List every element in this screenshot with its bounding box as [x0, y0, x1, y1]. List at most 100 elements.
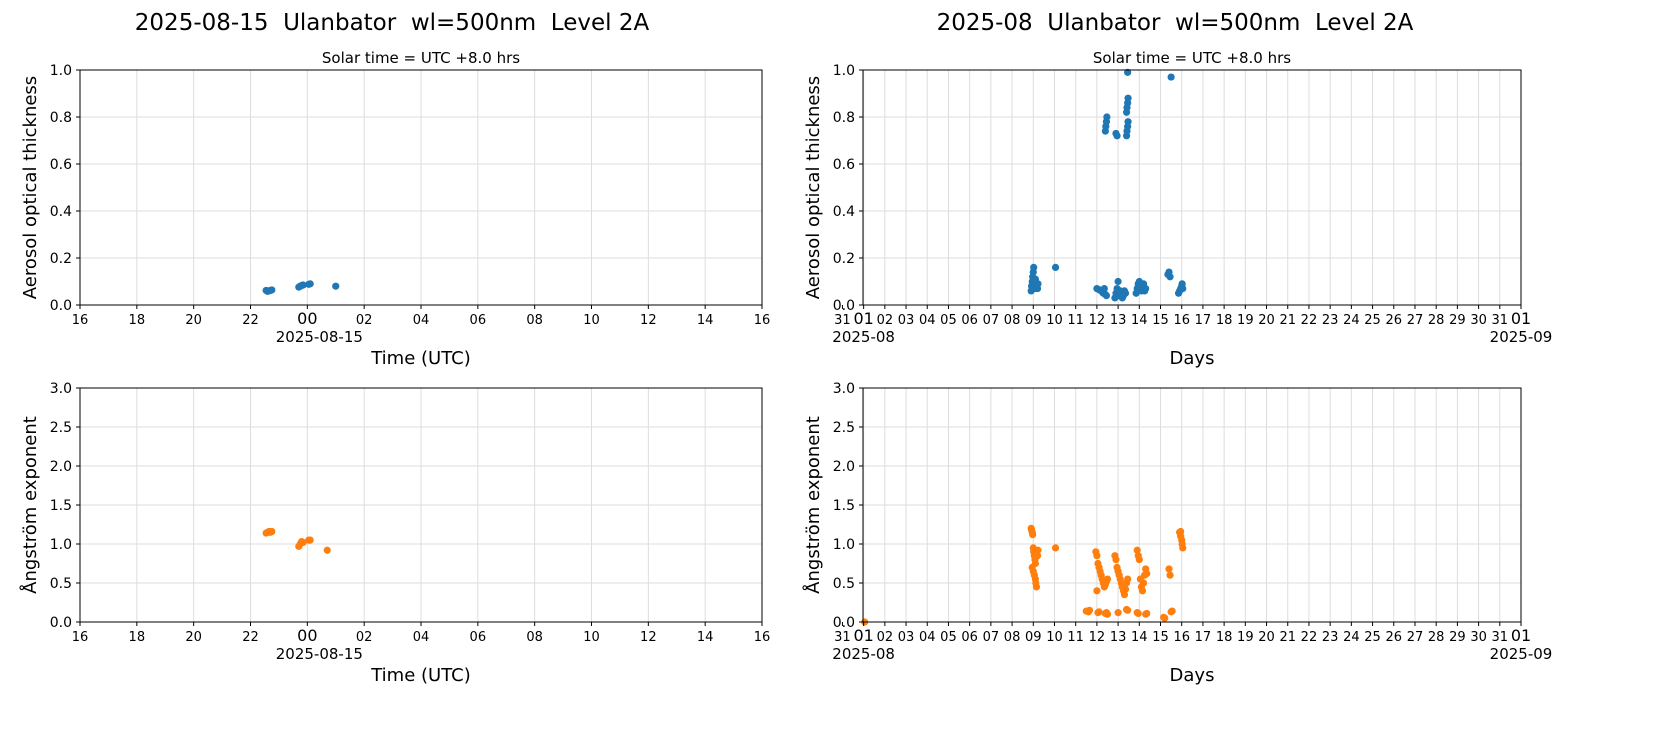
data-point: [1113, 132, 1121, 140]
data-point: [1034, 280, 1042, 288]
data-point: [1124, 606, 1132, 614]
x-tick-label: 08: [1004, 630, 1021, 645]
data-point: [1029, 531, 1037, 539]
x-tick-label: 12: [1089, 630, 1106, 645]
x-tick-label: 20: [1258, 630, 1275, 645]
right-panel-title: 2025-08 Ulanbator wl=500nm Level 2A: [936, 10, 1414, 36]
x-tick-label: 08: [526, 630, 543, 645]
data-point: [299, 538, 307, 547]
x-tick-label: 26: [1385, 313, 1402, 328]
data-point: [1051, 263, 1060, 271]
data-point: [1103, 610, 1112, 618]
x-tick-label: 07: [983, 313, 1000, 328]
x-tick-label: 09: [1025, 630, 1042, 645]
y-tick-label: 2.0: [50, 459, 72, 475]
data-point: [1103, 113, 1111, 121]
x-tick-label: 30: [1470, 313, 1487, 328]
x-tick-label: 06: [961, 313, 978, 328]
y-tick-label: 1.0: [833, 63, 855, 79]
y-tick-label: 2.5: [833, 420, 855, 436]
data-point: [1114, 277, 1122, 286]
x-tick-label: 18: [129, 313, 146, 328]
data-point: [1102, 292, 1111, 300]
data-point: [1165, 565, 1173, 573]
x-tick-label: 24: [1343, 630, 1360, 645]
x-tick-label: 22: [1301, 630, 1318, 645]
data-point: [323, 546, 331, 554]
x-tick-label: 31: [1492, 630, 1509, 645]
data-point: [1051, 544, 1060, 552]
x-axis-label: Time (UTC): [370, 665, 471, 686]
x-tick-label: 10: [583, 313, 600, 328]
x-tick-label: 23: [1322, 630, 1339, 645]
y-tick-label: 0.2: [833, 251, 855, 267]
data-point: [1161, 614, 1169, 622]
x-tick-label: 31: [1492, 313, 1509, 328]
data-point: [1114, 609, 1122, 617]
x-tick-label: 15: [1152, 630, 1169, 645]
x-tick-label: 05: [940, 630, 957, 645]
x-tick-label: 25: [1364, 630, 1381, 645]
x-tick-label: 03: [898, 313, 915, 328]
x-date-label: 2025-08-15: [276, 328, 363, 346]
data-point: [1030, 263, 1038, 271]
data-point: [1033, 552, 1042, 560]
data-point: [299, 281, 307, 289]
y-tick-label: 0.8: [50, 110, 72, 126]
x-axis-label: Days: [1170, 348, 1215, 369]
data-point: [1121, 585, 1130, 593]
x-tick-label: 18: [129, 630, 146, 645]
x-tick-label: 14: [1131, 313, 1148, 328]
x-tick-label: 16: [754, 313, 771, 328]
x-tick-label: 07: [983, 630, 1000, 645]
x-tick-label: 06: [961, 630, 978, 645]
y-tick-label: 2.5: [50, 420, 72, 436]
data-point: [306, 280, 314, 288]
x-tick-label: 10: [583, 630, 600, 645]
x-axis-label: Days: [1170, 665, 1215, 686]
data-point: [1100, 284, 1108, 293]
x-tick-label: 22: [242, 313, 259, 328]
y-tick-label: 0.6: [50, 157, 72, 173]
data-point: [1093, 552, 1101, 560]
x-tick-label: 20: [1258, 313, 1275, 328]
y-tick-label: 0.2: [50, 251, 72, 267]
data-series: [262, 527, 331, 554]
x-date-label: 2025-09: [1490, 328, 1553, 346]
data-point: [1143, 570, 1151, 578]
data-point: [268, 286, 276, 294]
y-axis-label: Ångström exponent: [19, 416, 41, 594]
x-tick-label: 16: [1173, 313, 1190, 328]
left-panel-title: 2025-08-15 Ulanbator wl=500nm Level 2A: [134, 10, 650, 36]
x-tick-label: 12: [640, 630, 657, 645]
x-tick-label: 04: [413, 630, 430, 645]
data-point: [1142, 284, 1150, 293]
data-point: [1179, 544, 1187, 552]
x-tick-label: 21: [1279, 313, 1296, 328]
y-tick-label: 0.0: [50, 615, 72, 631]
x-tick-label: 06: [470, 630, 487, 645]
x-tick-label: 17: [1195, 313, 1212, 328]
y-tick-label: 1.5: [833, 498, 855, 514]
chart-subtitle: Solar time = UTC +8.0 hrs: [322, 49, 520, 67]
x-tick-label: 09: [1025, 313, 1042, 328]
x-tick-label: 08: [526, 313, 543, 328]
x-tick-label: 28: [1428, 313, 1445, 328]
x-tick-label: 29: [1449, 630, 1466, 645]
y-tick-label: 0.8: [833, 110, 855, 126]
plot-frame: [862, 69, 1522, 306]
x-tick-label: 23: [1322, 313, 1339, 328]
x-tick-label: 02: [356, 630, 373, 645]
x-tick-label: 16: [72, 313, 89, 328]
data-point: [1093, 587, 1101, 595]
y-tick-label: 1.0: [833, 537, 855, 553]
x-tick-label: 19: [1237, 313, 1254, 328]
x-tick-label: 04: [919, 630, 936, 645]
x-tick-label: 14: [1131, 630, 1148, 645]
x-tick-label: 12: [1089, 313, 1106, 328]
y-axis-label: Ångström exponent: [802, 416, 824, 594]
x-tick-label: 18: [1216, 630, 1233, 645]
data-point: [1138, 587, 1147, 595]
y-tick-label: 3.0: [833, 381, 855, 397]
data-point: [306, 536, 314, 544]
